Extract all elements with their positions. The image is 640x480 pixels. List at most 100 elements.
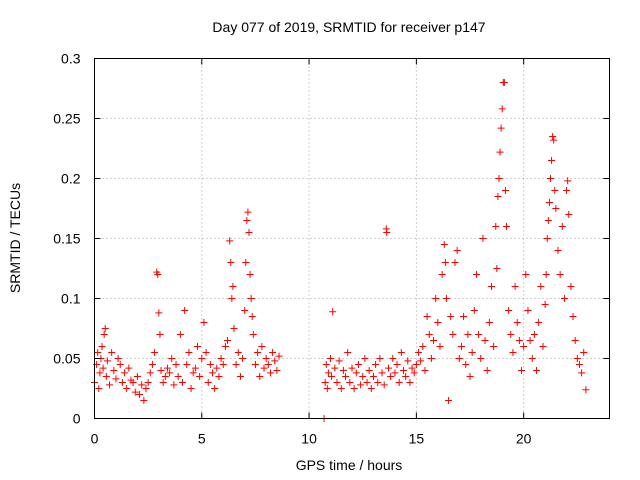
data-point (573, 355, 581, 362)
data-point (200, 319, 208, 326)
data-point (389, 355, 397, 362)
data-point (475, 331, 483, 338)
data-point (575, 361, 583, 368)
data-point (211, 385, 219, 392)
data-point (242, 259, 250, 266)
data-point (423, 313, 431, 320)
data-point (178, 379, 186, 386)
data-point (415, 349, 423, 356)
data-point (563, 187, 571, 194)
data-point (247, 295, 255, 302)
data-point (221, 343, 229, 350)
data-point (254, 349, 262, 356)
data-point (432, 295, 440, 302)
data-point (133, 373, 141, 380)
x-axis-label: GPS time / hours (296, 457, 403, 473)
data-point (176, 331, 184, 338)
data-point (146, 369, 154, 377)
data-point (232, 361, 240, 368)
data-point (412, 361, 420, 368)
data-point (533, 367, 541, 374)
data-point (493, 265, 501, 272)
data-point (434, 319, 442, 326)
data-point (249, 331, 257, 338)
data-point (161, 373, 169, 380)
data-point (219, 361, 227, 368)
data-point (206, 361, 214, 368)
data-point (498, 105, 506, 113)
data-point (110, 367, 118, 374)
data-point (505, 307, 513, 314)
data-point (95, 385, 103, 392)
y-tick-label: 0.05 (53, 351, 80, 367)
data-point (500, 79, 508, 86)
data-point (98, 343, 106, 350)
data-point (365, 367, 373, 374)
data-point (348, 364, 356, 372)
y-tick-label: 0.15 (53, 231, 80, 247)
data-point (102, 373, 110, 380)
data-point (245, 229, 253, 236)
data-point (324, 369, 332, 377)
y-axis-label: SRMTID / TECUs (7, 183, 23, 293)
data-point (417, 357, 425, 365)
data-point (524, 307, 532, 314)
data-point (335, 357, 343, 365)
data-point (174, 373, 182, 380)
data-point (496, 148, 504, 156)
data-point (546, 175, 554, 182)
data-point (441, 259, 449, 266)
data-point (329, 308, 337, 316)
data-point (260, 364, 268, 372)
data-point (352, 369, 360, 377)
data-point (384, 364, 392, 372)
x-tick-label: 10 (301, 431, 317, 447)
data-point (455, 355, 463, 362)
data-point (116, 361, 124, 368)
data-point (322, 361, 330, 368)
data-point (166, 369, 174, 377)
data-point (114, 355, 122, 362)
data-point (537, 283, 545, 290)
data-point (170, 381, 178, 389)
data-point (96, 369, 104, 377)
data-point (112, 375, 120, 383)
y-tick-label: 0.2 (61, 171, 81, 187)
data-point (526, 337, 534, 344)
data-point (350, 385, 358, 392)
data-point (361, 355, 369, 362)
data-point (406, 379, 414, 386)
data-point (246, 271, 254, 278)
data-point (106, 381, 114, 389)
data-point (256, 373, 264, 380)
data-point (168, 355, 176, 362)
data-point (542, 271, 550, 278)
data-point (483, 367, 491, 374)
data-point (580, 349, 588, 356)
data-point (440, 241, 448, 248)
data-point (243, 217, 251, 224)
data-point (497, 124, 505, 132)
data-point (513, 319, 521, 326)
data-point (552, 205, 560, 212)
data-points (91, 79, 590, 422)
data-point (421, 367, 429, 374)
data-point (481, 337, 489, 344)
data-point (230, 325, 238, 332)
y-tick-label: 0.25 (53, 111, 80, 127)
data-point (262, 355, 270, 362)
data-point (140, 397, 148, 404)
data-point (244, 208, 252, 216)
data-point (248, 313, 256, 320)
data-point (142, 385, 150, 392)
data-point (136, 391, 144, 398)
data-point (472, 271, 480, 278)
data-point (327, 355, 335, 362)
data-point (545, 199, 553, 206)
data-point (339, 367, 347, 374)
data-point (271, 357, 279, 365)
data-point (156, 331, 164, 338)
data-point (549, 133, 557, 140)
data-point (560, 295, 568, 302)
